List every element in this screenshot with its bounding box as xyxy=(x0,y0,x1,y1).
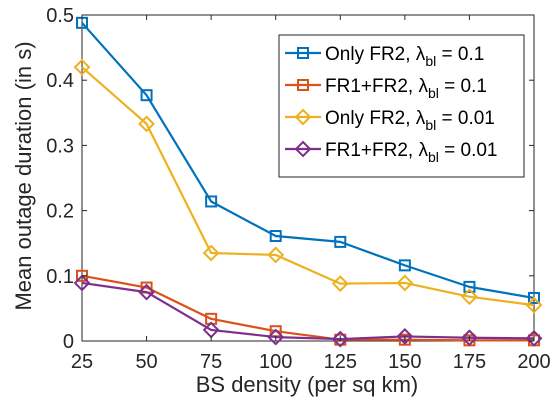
y-tick-label: 0.5 xyxy=(46,5,74,27)
legend-marker xyxy=(294,140,312,158)
series-4-point xyxy=(525,329,543,347)
series-4-point xyxy=(73,274,91,292)
series-3-point xyxy=(267,246,285,264)
legend-label-tail: = 0.1 xyxy=(439,76,487,97)
legend-label-sub: bl xyxy=(428,85,439,101)
series-3-point xyxy=(73,58,91,76)
series-2-line xyxy=(81,274,534,342)
series-1-point xyxy=(140,89,153,102)
series-3 xyxy=(73,58,543,314)
series-3-line xyxy=(81,66,535,307)
series-3-point xyxy=(396,274,414,292)
x-axis-label: BS density (per sq km) xyxy=(196,372,419,397)
series-1-line xyxy=(81,22,535,300)
legend-label: Only FR2, λbl = 0.1 xyxy=(325,44,484,69)
series-1-point xyxy=(398,259,411,272)
legend-label-sub: bl xyxy=(425,117,436,133)
x-tick-label: 75 xyxy=(200,351,222,373)
legend-label-name: Only FR2, λ xyxy=(325,108,426,129)
legend-marker xyxy=(294,108,312,126)
series-4-line xyxy=(81,281,535,341)
legend-label-sub: bl xyxy=(425,53,436,69)
legend-label-name: Only FR2, λ xyxy=(325,44,426,65)
x-tick-label: 175 xyxy=(453,351,486,373)
x-tick-label: 25 xyxy=(71,351,93,373)
legend-entry-2: FR1+FR2, λbl = 0.1 xyxy=(285,76,487,101)
x-tick-label: 100 xyxy=(259,351,292,373)
legend-entry-1: Only FR2, λbl = 0.1 xyxy=(285,44,484,69)
x-tick-label: 150 xyxy=(388,351,421,373)
series-4-point xyxy=(138,283,155,301)
series-3-point xyxy=(331,275,349,293)
y-tick-label: 0.4 xyxy=(46,70,74,92)
legend-label: FR1+FR2, λbl = 0.01 xyxy=(325,140,498,165)
series-4-point xyxy=(267,328,285,346)
series-4 xyxy=(73,274,543,348)
legend-marker xyxy=(297,79,309,91)
x-tick-label: 200 xyxy=(517,351,550,373)
legend-label-tail: = 0.1 xyxy=(436,44,484,65)
series-3-point xyxy=(525,296,543,314)
y-tick-label: 0.1 xyxy=(46,266,74,288)
series-3-point xyxy=(138,115,155,133)
y-tick-label: 0 xyxy=(63,331,74,353)
series-1-point xyxy=(528,291,540,304)
series-4-point xyxy=(396,328,414,345)
series-3-point xyxy=(202,244,220,262)
series-1 xyxy=(76,16,540,304)
legend-entry-3: Only FR2, λbl = 0.01 xyxy=(285,108,495,133)
legend-label-tail: = 0.01 xyxy=(439,140,498,161)
legend-label-tail: = 0.01 xyxy=(436,108,495,129)
ticks-layer: 25 50 75 100 125 150 175 200 0 0.1 0.2 0.3 0.4 0.5 xyxy=(46,5,551,373)
legend-label-name: FR1+FR2, λ xyxy=(325,140,428,161)
legend-label-sub: bl xyxy=(428,149,439,165)
x-tick-label: 50 xyxy=(135,351,157,373)
series-1-point xyxy=(269,230,282,243)
y-tick-label: 0.3 xyxy=(46,135,74,157)
legend-box xyxy=(278,34,525,178)
legend-marker xyxy=(297,47,309,59)
legend-label-name: FR1+FR2, λ xyxy=(325,76,428,97)
series-3-point xyxy=(461,288,478,306)
y-axis-label: Mean outage duration (in s) xyxy=(11,41,36,310)
legend-entry-4: FR1+FR2, λbl = 0.01 xyxy=(285,140,498,165)
x-tick-label: 125 xyxy=(324,351,357,373)
series-1-point xyxy=(205,195,218,208)
series-4-point xyxy=(461,329,478,347)
series-layer xyxy=(73,16,543,348)
series-4-point xyxy=(331,330,349,348)
legend-label: Only FR2, λbl = 0.01 xyxy=(325,108,495,133)
series-1-point xyxy=(463,280,476,293)
legend-label: FR1+FR2, λbl = 0.1 xyxy=(325,76,487,101)
y-tick-label: 0.2 xyxy=(46,201,74,223)
series-1-point xyxy=(334,235,347,248)
